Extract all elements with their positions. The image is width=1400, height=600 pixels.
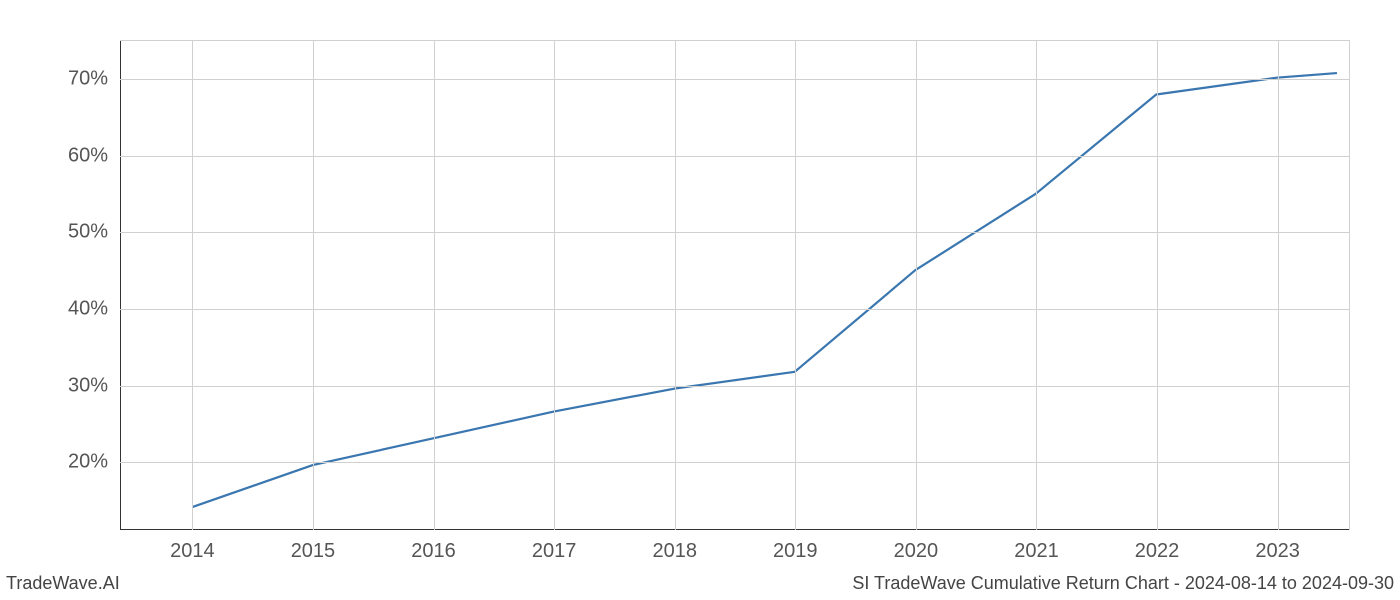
grid-line-horizontal <box>120 386 1349 387</box>
x-tick-label: 2020 <box>894 540 939 563</box>
footer-title: SI TradeWave Cumulative Return Chart - 2… <box>852 573 1394 594</box>
y-tick-label: 40% <box>68 297 108 320</box>
grid-line-horizontal <box>120 462 1349 463</box>
grid-line-horizontal <box>120 156 1349 157</box>
plot-area: 2014201520162017201820192020202120222023… <box>120 40 1350 530</box>
chart-area: 2014201520162017201820192020202120222023… <box>120 40 1350 530</box>
grid-line-vertical <box>192 41 193 530</box>
data-line <box>192 73 1337 507</box>
y-tick-label: 60% <box>68 144 108 167</box>
y-tick-label: 70% <box>68 68 108 91</box>
x-tick-label: 2015 <box>291 540 336 563</box>
grid-line-vertical <box>434 41 435 530</box>
y-tick-label: 50% <box>68 221 108 244</box>
y-tick-label: 30% <box>68 374 108 397</box>
footer-brand: TradeWave.AI <box>6 573 120 594</box>
line-chart-svg <box>120 41 1349 530</box>
grid-line-horizontal <box>120 232 1349 233</box>
x-tick-label: 2016 <box>411 540 456 563</box>
x-tick-label: 2017 <box>532 540 577 563</box>
x-tick-label: 2023 <box>1255 540 1300 563</box>
grid-line-horizontal <box>120 309 1349 310</box>
grid-line-vertical <box>916 41 917 530</box>
y-tick-label: 20% <box>68 451 108 474</box>
grid-line-vertical <box>1157 41 1158 530</box>
grid-line-vertical <box>313 41 314 530</box>
grid-line-vertical <box>795 41 796 530</box>
grid-line-vertical <box>554 41 555 530</box>
grid-line-vertical <box>1278 41 1279 530</box>
x-tick-label: 2018 <box>652 540 697 563</box>
x-tick-label: 2014 <box>170 540 215 563</box>
grid-line-vertical <box>675 41 676 530</box>
x-tick-label: 2021 <box>1014 540 1059 563</box>
x-tick-label: 2022 <box>1135 540 1180 563</box>
x-tick-label: 2019 <box>773 540 818 563</box>
grid-line-horizontal <box>120 79 1349 80</box>
grid-line-vertical <box>1036 41 1037 530</box>
